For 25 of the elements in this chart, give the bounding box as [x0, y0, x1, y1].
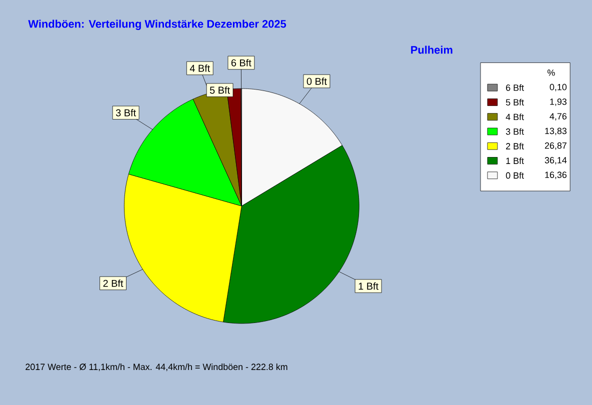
chart-subtitle: Pulheim	[411, 46, 452, 54]
data-label: 26,87	[544, 142, 566, 150]
legend-label: 4 Bft	[506, 114, 524, 120]
slice-label: 2 Bft	[103, 280, 124, 287]
data-label: 36,14	[544, 156, 567, 164]
legend-label: 2 Bft	[506, 142, 524, 150]
slice-label: 0 Bft	[306, 78, 327, 85]
slice-label: 3 Bft	[116, 108, 136, 116]
data-label: 13,83	[545, 128, 567, 136]
data-label: 0,10	[550, 84, 567, 92]
data-label: 16,36	[545, 172, 567, 180]
legend-label: 5 Bft	[506, 98, 524, 106]
data-label: 1,93	[550, 98, 567, 106]
legend-label: 1 Bft	[506, 157, 524, 164]
legend-label: 3 Bft	[506, 128, 524, 135]
slice-label: 4 Bft	[190, 64, 210, 72]
chart-title: Windböen: Verteilung Windstärke Dezember 2025	[28, 20, 286, 30]
legend-label: 0 Bft	[506, 172, 524, 179]
slice-label: 5 Bft	[210, 86, 230, 94]
slice-label: 1 Bft	[358, 282, 378, 290]
slice-label: 6 Bft	[231, 59, 252, 66]
data-label: 4,76	[550, 113, 567, 120]
text: 2017 Werte - Ø 11,1km/h - Max. 44,4km/h = Windböen - 222.8 km	[26, 363, 288, 372]
legend-label: 6 Bft	[506, 84, 524, 91]
legend-title: %	[548, 69, 555, 76]
